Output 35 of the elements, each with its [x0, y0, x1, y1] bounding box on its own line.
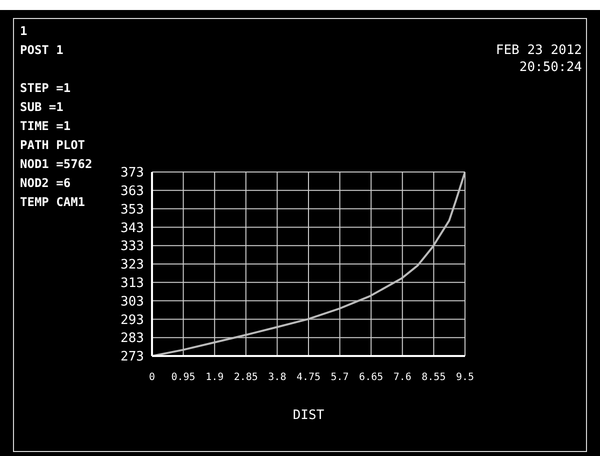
text: PATH PLOT — [20, 137, 86, 154]
x-tick-label: 9.5 — [456, 372, 474, 383]
y-tick-label: 293 — [120, 312, 144, 328]
y-tick-label: 373 — [120, 166, 144, 181]
text: POST 1 — [20, 42, 64, 59]
line-series — [152, 172, 465, 356]
x-tick-label: 3.8 — [268, 372, 286, 383]
y-tick-label: 323 — [120, 258, 144, 273]
text: STEP =1 — [20, 80, 72, 97]
x-tick-label: 0 — [148, 372, 156, 383]
text: 20:50:24 — [518, 59, 582, 76]
text: TEMP CAM1 — [20, 194, 86, 211]
y-tick-label: 343 — [120, 220, 144, 236]
x-tick-label: 2.85 — [234, 372, 258, 383]
x-tick-label: 1.9 — [206, 372, 224, 383]
y-tick-label: 313 — [120, 276, 144, 292]
x-tick-label: 8.55 — [422, 372, 446, 383]
text: 1 — [20, 23, 28, 40]
y-tick-label: 273 — [120, 350, 144, 365]
x-tick-label: 5.7 — [330, 372, 349, 383]
y-tick-label: 283 — [120, 331, 144, 346]
y-tick-label: 353 — [120, 202, 144, 218]
y-tick-label: 333 — [120, 239, 144, 254]
x-tick-label: 6.65 — [359, 372, 384, 383]
x-tick-label: 0.95 — [171, 372, 196, 383]
x-axis-title: DIST — [292, 408, 326, 423]
text: NOD1 =5762 — [20, 156, 92, 173]
y-tick-label: 303 — [120, 294, 144, 310]
text: TIME =1 — [20, 118, 72, 135]
text: FEB 23 2012 — [496, 42, 582, 59]
x-tick-label: 7.6 — [393, 372, 412, 383]
x-tick-label: 4.75 — [296, 372, 321, 383]
y-tick-label: 363 — [120, 184, 144, 200]
text: NOD2 =6 — [20, 175, 72, 192]
text: SUB =1 — [20, 99, 64, 116]
